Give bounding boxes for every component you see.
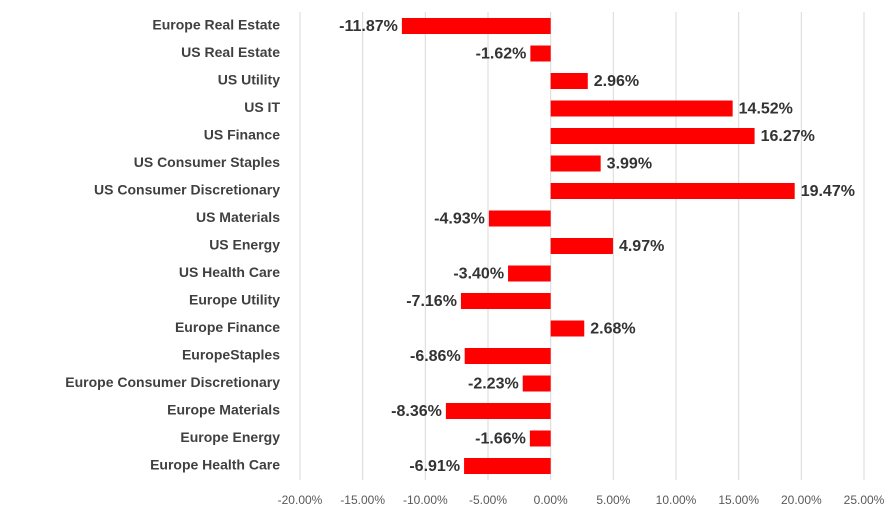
x-tick-label: 10.00% (656, 493, 697, 507)
bar (550, 320, 585, 337)
value-label: -7.16% (406, 293, 457, 310)
bar (530, 45, 551, 62)
bar (508, 265, 551, 282)
category-label: Europe Materials (167, 402, 280, 418)
x-tick-label: 15.00% (718, 493, 759, 507)
bar (550, 183, 795, 199)
value-label: -6.91% (409, 458, 460, 475)
category-label: US Materials (196, 209, 280, 225)
bar (460, 293, 551, 309)
category-label: US Utility (218, 72, 280, 88)
value-label: 2.96% (594, 73, 639, 90)
category-label: EuropeStaples (182, 347, 280, 363)
bar (550, 128, 755, 144)
bar (550, 100, 733, 117)
value-label: 14.52% (739, 101, 793, 118)
value-label: 2.68% (590, 321, 635, 338)
category-label: US IT (244, 99, 280, 115)
value-label: 16.27% (761, 128, 815, 145)
value-label: 3.99% (607, 156, 652, 173)
x-tick-label: -20.00% (278, 493, 323, 507)
category-label: US Real Estate (181, 44, 280, 60)
category-label: US Energy (209, 237, 280, 253)
bar (550, 155, 601, 172)
category-label: Europe Utility (189, 292, 280, 308)
value-label: -4.93% (434, 211, 485, 228)
category-label: Europe Consumer Discretionary (65, 374, 280, 390)
category-label: Europe Finance (175, 319, 280, 335)
bar (464, 348, 551, 364)
x-tick-label: 20.00% (781, 493, 822, 507)
bar (550, 238, 613, 254)
x-tick-label: -5.00% (469, 493, 507, 507)
x-tick-label: 0.00% (534, 493, 568, 507)
category-label: Europe Real Estate (152, 17, 280, 33)
value-label: -11.87% (339, 18, 398, 35)
category-label: US Consumer Staples (134, 154, 280, 170)
value-label: -2.23% (468, 376, 519, 393)
value-label: -1.66% (475, 431, 526, 448)
value-label: -1.62% (476, 46, 527, 63)
category-label: US Consumer Discretionary (94, 182, 280, 198)
value-label: -6.86% (410, 348, 461, 365)
bar (529, 430, 551, 447)
bar (464, 458, 551, 474)
bar (401, 18, 551, 34)
x-tick-label: -10.00% (403, 493, 448, 507)
x-tick-label: 25.00% (844, 493, 885, 507)
value-label: 4.97% (619, 238, 664, 255)
x-tick-label: 5.00% (596, 493, 630, 507)
x-tick-label: -15.00% (340, 493, 385, 507)
value-label: 19.47% (801, 183, 855, 200)
category-label: Europe Energy (180, 429, 280, 445)
bar (488, 210, 551, 227)
value-label: -8.36% (391, 403, 442, 420)
category-label: US Health Care (179, 264, 280, 280)
bar (522, 375, 551, 392)
category-label: Europe Health Care (150, 457, 280, 473)
category-label: US Finance (204, 127, 280, 143)
bar (550, 73, 588, 89)
bar (445, 403, 551, 419)
value-label: -3.40% (453, 266, 504, 283)
